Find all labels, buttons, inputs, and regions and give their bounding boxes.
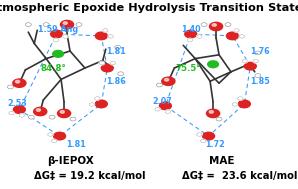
Circle shape xyxy=(255,51,261,55)
Text: MAE: MAE xyxy=(209,156,235,166)
Circle shape xyxy=(19,114,24,117)
Circle shape xyxy=(60,111,64,113)
Circle shape xyxy=(103,29,108,32)
Circle shape xyxy=(187,38,193,42)
Circle shape xyxy=(51,30,63,38)
Circle shape xyxy=(156,83,162,87)
Text: 1.59 Ang: 1.59 Ang xyxy=(38,25,78,34)
Circle shape xyxy=(238,97,243,100)
Circle shape xyxy=(239,35,245,38)
Circle shape xyxy=(209,22,223,31)
Circle shape xyxy=(48,133,53,136)
Text: 1.72: 1.72 xyxy=(205,140,224,149)
Text: 23.6 kcal/mol: 23.6 kcal/mol xyxy=(222,171,297,181)
Circle shape xyxy=(101,64,113,72)
Text: 1.86: 1.86 xyxy=(106,77,125,86)
Circle shape xyxy=(212,24,216,26)
Circle shape xyxy=(115,45,121,49)
Text: 1.85: 1.85 xyxy=(250,77,270,86)
Circle shape xyxy=(94,97,100,100)
Circle shape xyxy=(242,60,248,63)
Circle shape xyxy=(110,61,115,65)
Circle shape xyxy=(185,30,197,38)
Circle shape xyxy=(207,109,220,118)
Circle shape xyxy=(49,115,55,119)
Circle shape xyxy=(232,103,238,106)
Circle shape xyxy=(54,132,66,140)
Text: 75.5°: 75.5° xyxy=(176,64,201,73)
Circle shape xyxy=(95,100,107,108)
Circle shape xyxy=(58,109,71,118)
Circle shape xyxy=(209,111,213,113)
Circle shape xyxy=(99,61,105,65)
Circle shape xyxy=(52,139,57,143)
Circle shape xyxy=(108,35,114,38)
Circle shape xyxy=(238,100,250,108)
Text: 2.07: 2.07 xyxy=(152,97,172,106)
Text: 84.8°: 84.8° xyxy=(40,64,66,73)
Circle shape xyxy=(234,29,239,32)
Circle shape xyxy=(197,35,202,38)
Circle shape xyxy=(162,77,175,85)
Text: Atmospheric Epoxide Hydrolysis Transition States: Atmospheric Epoxide Hydrolysis Transitio… xyxy=(0,3,298,13)
Circle shape xyxy=(9,111,14,115)
Text: 1.76: 1.76 xyxy=(250,46,270,56)
Circle shape xyxy=(43,23,49,26)
Text: β-IEPOX: β-IEPOX xyxy=(47,156,93,166)
Circle shape xyxy=(89,103,94,106)
Circle shape xyxy=(226,32,238,40)
Circle shape xyxy=(253,60,258,63)
Circle shape xyxy=(197,133,202,136)
Circle shape xyxy=(53,50,63,57)
Text: 1.40: 1.40 xyxy=(181,25,201,34)
Circle shape xyxy=(164,78,169,81)
Text: 1.81: 1.81 xyxy=(66,140,86,149)
Circle shape xyxy=(244,62,256,70)
Circle shape xyxy=(63,22,67,24)
Circle shape xyxy=(25,23,31,26)
Circle shape xyxy=(203,132,215,140)
Circle shape xyxy=(95,32,107,40)
Circle shape xyxy=(36,109,41,111)
Circle shape xyxy=(13,79,26,87)
Circle shape xyxy=(255,74,261,77)
Circle shape xyxy=(15,80,20,83)
Circle shape xyxy=(216,117,222,121)
Circle shape xyxy=(208,61,218,68)
Circle shape xyxy=(28,115,34,119)
Circle shape xyxy=(34,107,47,116)
Circle shape xyxy=(7,85,13,89)
Circle shape xyxy=(201,139,206,143)
Text: 2.53: 2.53 xyxy=(7,99,27,108)
Circle shape xyxy=(70,117,76,121)
Text: 1.81: 1.81 xyxy=(106,46,125,56)
Circle shape xyxy=(76,23,82,26)
Text: ΔG‡ =: ΔG‡ = xyxy=(182,171,222,181)
Text: ΔG‡ =: ΔG‡ = xyxy=(34,171,70,181)
Circle shape xyxy=(159,102,171,110)
Circle shape xyxy=(165,110,170,113)
Circle shape xyxy=(63,35,68,38)
Circle shape xyxy=(118,72,124,76)
Circle shape xyxy=(13,106,25,113)
Text: 19.2 kcal/mol: 19.2 kcal/mol xyxy=(70,171,145,181)
Circle shape xyxy=(53,38,58,42)
Circle shape xyxy=(155,108,160,111)
Circle shape xyxy=(201,23,207,26)
Circle shape xyxy=(60,20,74,29)
Circle shape xyxy=(225,23,231,26)
